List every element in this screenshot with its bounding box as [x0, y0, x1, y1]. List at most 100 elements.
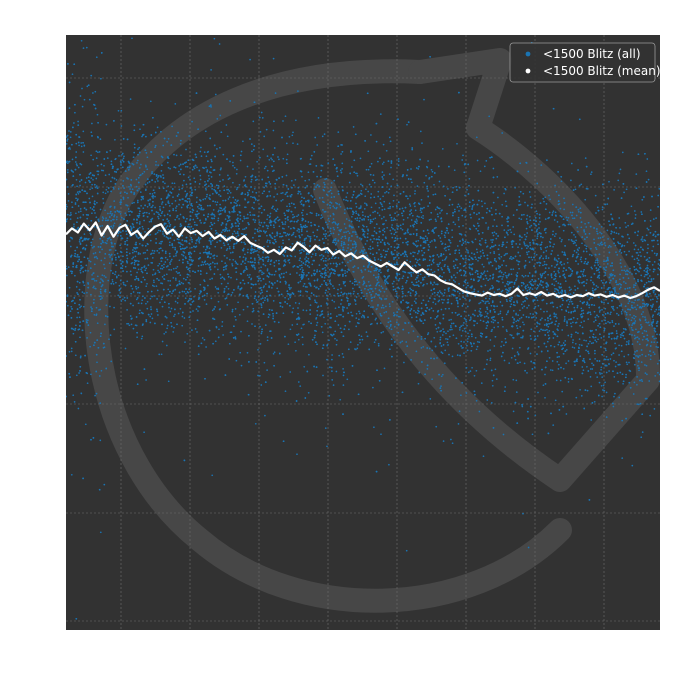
scatter-point	[605, 391, 608, 394]
scatter-point	[604, 319, 607, 322]
scatter-point	[78, 239, 81, 241]
scatter-point	[529, 312, 532, 315]
scatter-point	[407, 231, 409, 234]
scatter-point	[378, 297, 381, 299]
scatter-point	[586, 188, 589, 190]
scatter-point	[92, 92, 94, 94]
scatter-point	[566, 261, 569, 264]
scatter-point	[385, 149, 388, 152]
scatter-point	[650, 304, 652, 307]
scatter-point	[501, 224, 503, 227]
scatter-point	[79, 321, 81, 323]
scatter-point	[622, 327, 625, 330]
scatter-point	[486, 270, 489, 273]
scatter-point	[486, 358, 489, 361]
scatter-point	[603, 358, 606, 361]
scatter-point	[92, 178, 94, 181]
scatter-point	[205, 188, 207, 191]
scatter-point	[137, 286, 140, 289]
scatter-point	[216, 201, 219, 204]
scatter-point	[626, 241, 629, 243]
scatter-point	[124, 347, 127, 350]
scatter-point	[240, 150, 243, 153]
scatter-point	[306, 230, 308, 233]
scatter-point	[390, 338, 393, 341]
scatter-point	[235, 225, 237, 227]
scatter-point	[220, 282, 223, 285]
scatter-point	[594, 246, 597, 249]
scatter-point	[432, 193, 435, 196]
scatter-point	[415, 234, 418, 237]
scatter-point	[242, 308, 245, 311]
scatter-point	[297, 338, 300, 341]
scatter-point	[287, 298, 290, 300]
scatter-point	[648, 260, 651, 263]
scatter-point	[390, 185, 393, 188]
scatter-point	[159, 175, 162, 177]
scatter-point	[309, 237, 312, 240]
scatter-point	[367, 316, 369, 318]
scatter-point	[245, 185, 247, 188]
scatter-point	[166, 294, 168, 297]
scatter-point	[342, 374, 345, 377]
scatter-point	[168, 205, 171, 207]
scatter-point	[243, 215, 245, 218]
scatter-point	[93, 298, 95, 301]
scatter-point	[191, 241, 193, 243]
scatter-point	[596, 206, 599, 209]
scatter-point	[542, 264, 544, 267]
scatter-point	[510, 303, 513, 306]
scatter-point	[290, 202, 293, 205]
scatter-point	[155, 211, 158, 213]
scatter-point	[387, 191, 390, 194]
scatter-point	[334, 239, 337, 242]
scatter-point	[238, 204, 241, 207]
scatter-point	[601, 308, 603, 311]
scatter-point	[93, 313, 96, 316]
scatter-point	[205, 346, 207, 348]
scatter-point	[278, 158, 280, 161]
scatter-point	[451, 229, 453, 231]
scatter-point	[583, 339, 585, 342]
scatter-point	[490, 402, 493, 404]
scatter-point	[598, 311, 601, 313]
scatter-point	[276, 208, 279, 210]
scatter-point	[627, 277, 630, 280]
scatter-point	[418, 216, 420, 218]
scatter-point	[77, 120, 79, 123]
scatter-point	[157, 217, 160, 220]
scatter-point	[436, 357, 438, 359]
scatter-point	[332, 218, 335, 220]
scatter-point	[621, 457, 624, 459]
scatter-point	[79, 95, 82, 97]
scatter-point	[623, 250, 626, 253]
scatter-point	[326, 358, 328, 361]
scatter-point	[342, 356, 345, 358]
scatter-point	[316, 278, 319, 281]
scatter-point	[579, 217, 582, 219]
scatter-point	[530, 256, 533, 259]
scatter-point	[439, 342, 441, 345]
scatter-point	[643, 283, 646, 286]
scatter-point	[90, 131, 93, 134]
scatter-point	[219, 203, 221, 206]
scatter-point	[645, 170, 648, 173]
scatter-point	[201, 295, 204, 298]
scatter-point	[344, 272, 346, 275]
scatter-point	[165, 190, 168, 192]
scatter-point	[152, 268, 155, 271]
scatter-point	[299, 264, 301, 267]
scatter-point	[229, 191, 232, 194]
scatter-point	[214, 229, 217, 232]
scatter-point	[77, 198, 79, 200]
scatter-point	[198, 239, 201, 241]
scatter-point	[169, 167, 171, 170]
scatter-point	[456, 300, 459, 302]
scatter-point	[478, 410, 481, 413]
scatter-point	[177, 312, 180, 315]
scatter-point	[235, 271, 238, 273]
scatter-point	[643, 275, 646, 278]
scatter-point	[445, 246, 447, 249]
scatter-point	[543, 324, 546, 326]
scatter-point	[460, 334, 463, 337]
